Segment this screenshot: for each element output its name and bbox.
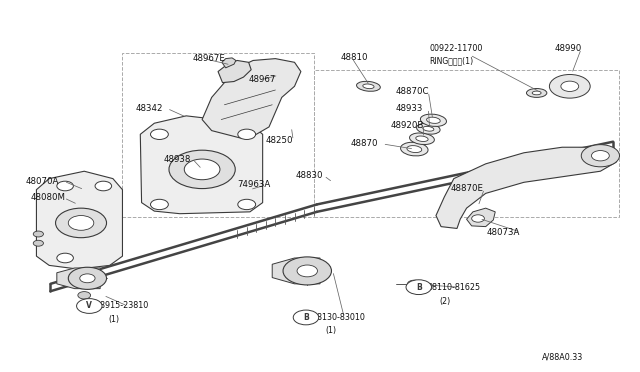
Ellipse shape	[401, 142, 428, 156]
Circle shape	[150, 199, 168, 210]
Circle shape	[472, 215, 484, 222]
Text: (1): (1)	[325, 326, 336, 335]
Circle shape	[238, 129, 255, 140]
Text: 48938: 48938	[164, 154, 191, 164]
Circle shape	[78, 292, 91, 299]
Text: 48870: 48870	[351, 140, 378, 148]
Circle shape	[80, 274, 95, 283]
Text: 48830: 48830	[296, 171, 323, 180]
Polygon shape	[57, 268, 100, 289]
Polygon shape	[272, 258, 320, 284]
Text: (1): (1)	[108, 315, 120, 324]
Text: 48967E: 48967E	[193, 54, 225, 63]
Ellipse shape	[407, 145, 422, 153]
Text: B: B	[303, 313, 309, 322]
Circle shape	[68, 215, 94, 230]
Text: 48967: 48967	[248, 75, 276, 84]
Text: 48073A: 48073A	[487, 228, 520, 237]
Polygon shape	[202, 59, 301, 138]
Circle shape	[68, 267, 106, 289]
Text: 48080M: 48080M	[30, 193, 65, 202]
Circle shape	[406, 280, 431, 295]
Polygon shape	[140, 116, 262, 214]
Text: 48990: 48990	[554, 44, 582, 53]
Circle shape	[549, 74, 590, 98]
Circle shape	[57, 181, 74, 191]
Circle shape	[56, 208, 106, 238]
Circle shape	[561, 81, 579, 92]
Text: 48933: 48933	[395, 104, 422, 113]
Ellipse shape	[356, 81, 380, 91]
Text: RINGリング(1): RINGリング(1)	[429, 57, 474, 66]
Circle shape	[33, 231, 44, 237]
Text: 48070A: 48070A	[26, 177, 59, 186]
Polygon shape	[436, 147, 616, 228]
Text: 48810: 48810	[340, 53, 368, 62]
Circle shape	[293, 310, 319, 325]
Ellipse shape	[423, 126, 434, 131]
Bar	[314, 70, 620, 217]
Circle shape	[297, 265, 317, 277]
Circle shape	[169, 150, 236, 189]
Text: 00922-11700: 00922-11700	[429, 44, 483, 53]
Ellipse shape	[363, 84, 374, 89]
Circle shape	[57, 253, 74, 263]
Circle shape	[407, 280, 421, 288]
Circle shape	[150, 129, 168, 140]
Ellipse shape	[410, 133, 435, 145]
Circle shape	[591, 151, 609, 161]
Polygon shape	[222, 58, 236, 68]
Ellipse shape	[416, 136, 428, 141]
Circle shape	[184, 159, 220, 180]
Text: 48870C: 48870C	[395, 87, 429, 96]
Circle shape	[77, 299, 102, 313]
Polygon shape	[467, 208, 495, 227]
Text: (2): (2)	[440, 297, 451, 306]
Text: 08130-83010: 08130-83010	[312, 313, 365, 322]
Circle shape	[283, 257, 332, 285]
Text: 48920B: 48920B	[390, 121, 424, 130]
Circle shape	[581, 145, 620, 167]
Polygon shape	[218, 61, 251, 83]
Circle shape	[95, 181, 111, 191]
Ellipse shape	[427, 117, 440, 124]
Ellipse shape	[532, 91, 541, 95]
Ellipse shape	[417, 124, 440, 134]
Text: V: V	[86, 301, 92, 311]
Text: 08110-81625: 08110-81625	[427, 283, 480, 292]
Circle shape	[238, 199, 255, 210]
Ellipse shape	[527, 89, 547, 97]
Text: 08915-23810: 08915-23810	[96, 301, 149, 311]
Circle shape	[33, 240, 44, 246]
Text: A/88A0.33: A/88A0.33	[541, 352, 583, 361]
Text: 74963A: 74963A	[237, 180, 271, 189]
Text: 48870E: 48870E	[451, 184, 484, 193]
Ellipse shape	[420, 114, 447, 126]
Polygon shape	[36, 171, 122, 269]
Text: B: B	[416, 283, 422, 292]
Text: 48342: 48342	[135, 104, 163, 113]
Text: 48250: 48250	[266, 136, 293, 145]
Bar	[122, 53, 314, 217]
